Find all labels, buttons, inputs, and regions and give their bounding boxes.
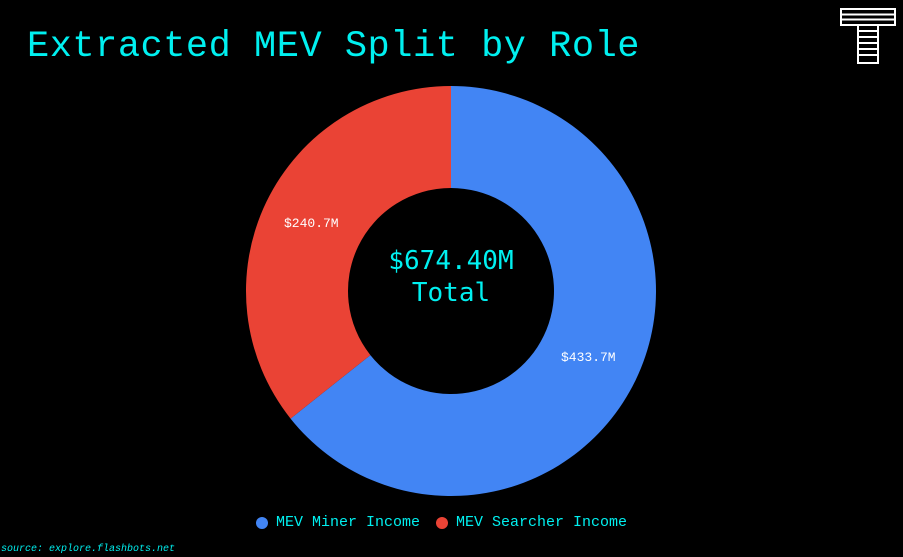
total-value: $674.40M [388,246,514,276]
chart-title: Extracted MEV Split by Role [27,26,640,68]
t-stripes-logo-icon [840,8,896,64]
legend-item-miner[interactable]: MEV Miner Income [256,514,420,531]
legend-dot-icon [436,516,449,529]
source-note: source: explore.flashbots.net [1,544,176,555]
slice-searcher[interactable] [245,86,451,419]
legend-label: MEV Searcher Income [456,514,628,531]
legend-dot-icon [256,516,268,529]
chart-legend: MEV Miner Income MEV Searcher Income [256,514,627,531]
slice-miner[interactable] [290,86,656,496]
total-label: Total [411,278,491,308]
slice-label-searcher: $240.7M [284,216,339,231]
slice-label-miner: $433.7M [561,350,616,365]
legend-item-searcher[interactable]: MEV Searcher Income [436,514,627,531]
legend-label: MEV Miner Income [276,514,421,531]
